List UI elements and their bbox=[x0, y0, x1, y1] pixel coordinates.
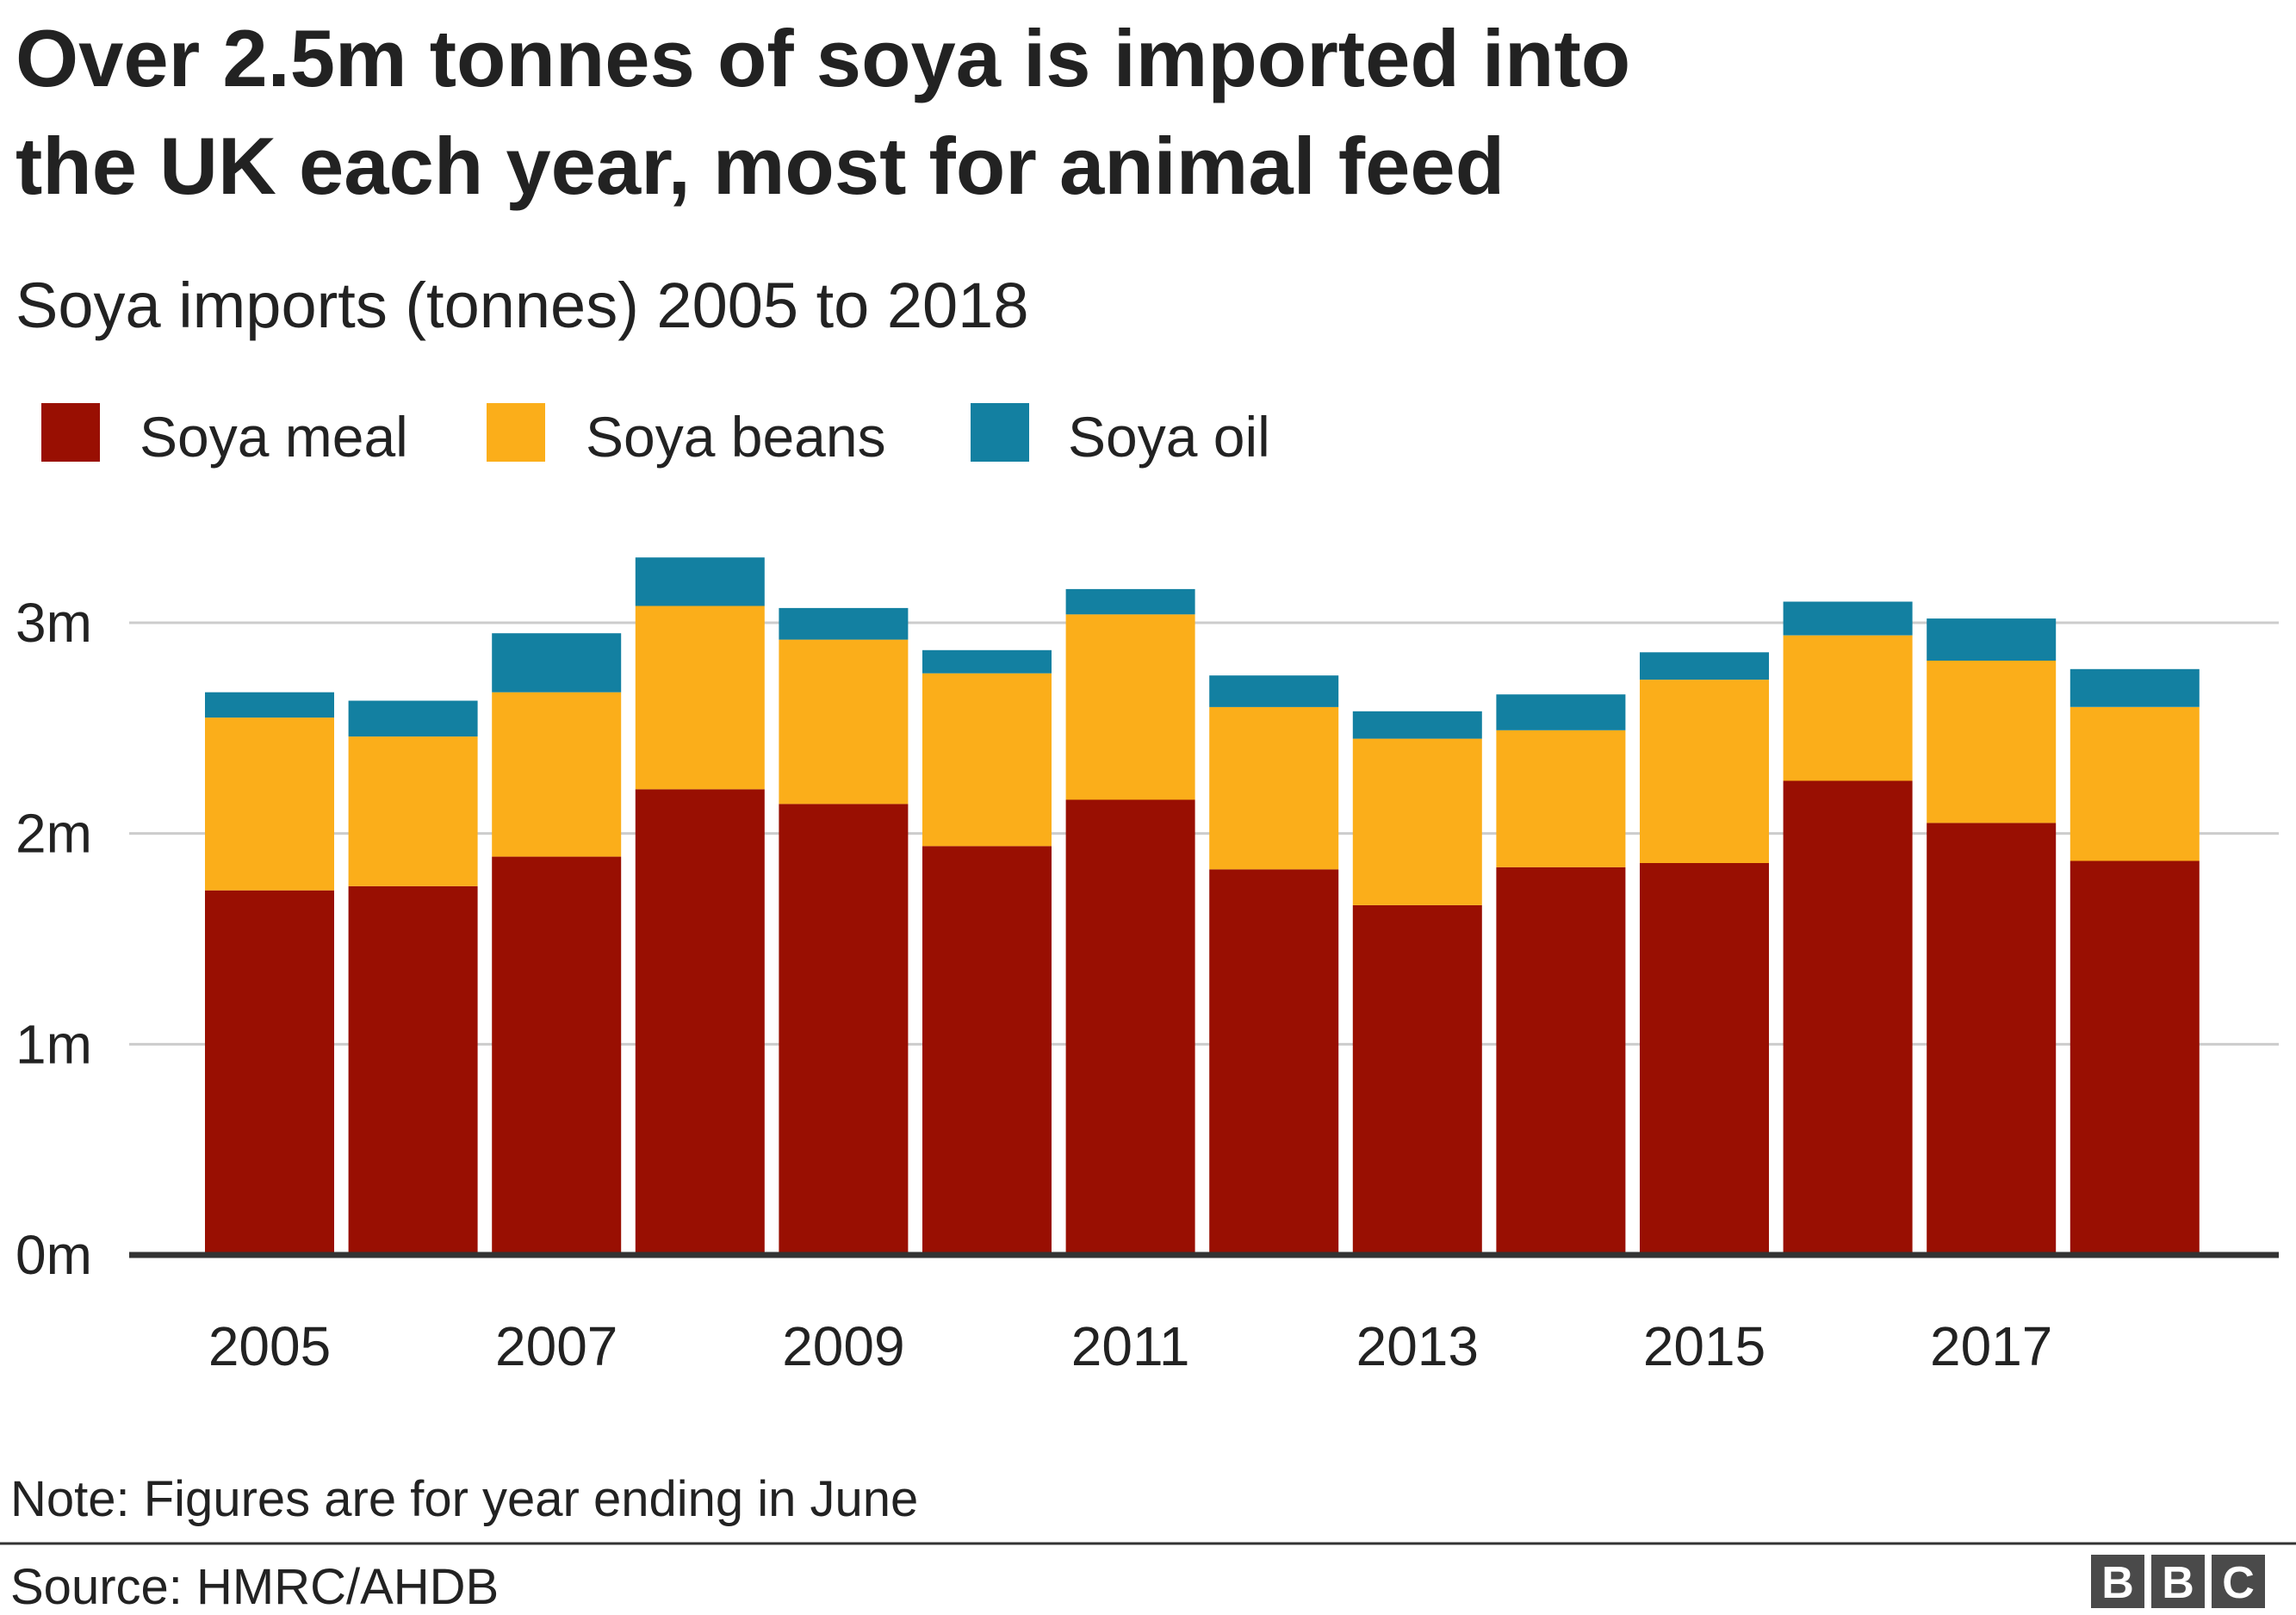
bar-soya-meal-2013 bbox=[1352, 904, 1482, 1255]
bar-soya-beans-2017 bbox=[1927, 661, 2057, 823]
bar-soya-meal-2007 bbox=[492, 856, 622, 1255]
bar-soya-beans-2018 bbox=[2070, 706, 2200, 861]
y-tick-label-3m: 3m bbox=[16, 592, 92, 654]
bar-soya-oil-2008 bbox=[635, 557, 765, 606]
bar-soya-beans-2005 bbox=[205, 717, 334, 891]
bar-soya-meal-2008 bbox=[635, 789, 765, 1255]
bar-soya-oil-2011 bbox=[1065, 588, 1195, 615]
bar-soya-beans-2008 bbox=[635, 606, 765, 790]
bar-soya-beans-2007 bbox=[492, 692, 622, 857]
x-tick-label-2015: 2015 bbox=[1643, 1315, 1765, 1377]
bar-soya-meal-2014 bbox=[1496, 867, 1626, 1255]
bar-soya-beans-2012 bbox=[1209, 706, 1339, 870]
bar-soya-beans-2009 bbox=[779, 639, 909, 804]
bar-soya-oil-2016 bbox=[1783, 601, 1913, 636]
bbc-logo-letter-3: C bbox=[2222, 1558, 2255, 1608]
legend-swatch-soya-meal bbox=[41, 403, 100, 462]
legend-swatch-soya-oil bbox=[971, 403, 1029, 462]
bar-soya-oil-2015 bbox=[1640, 652, 1769, 680]
bbc-logo-letter-2: B bbox=[2162, 1558, 2194, 1608]
grid-layer bbox=[129, 621, 2279, 1046]
bar-soya-meal-2011 bbox=[1065, 799, 1195, 1255]
chart-title-line-1: Over 2.5m tonnes of soya is imported int… bbox=[16, 13, 1630, 103]
bar-soya-oil-2007 bbox=[492, 633, 622, 693]
x-tick-label-2007: 2007 bbox=[495, 1315, 617, 1377]
bar-soya-beans-2014 bbox=[1496, 730, 1626, 867]
bar-soya-meal-2016 bbox=[1783, 780, 1913, 1255]
chart-source: Source: HMRC/AHDB bbox=[10, 1559, 499, 1615]
y-tick-label-1m: 1m bbox=[16, 1013, 92, 1075]
bar-soya-oil-2017 bbox=[1927, 618, 2057, 661]
bar-soya-oil-2006 bbox=[348, 700, 478, 737]
x-tick-label-2009: 2009 bbox=[782, 1315, 904, 1377]
bar-soya-oil-2013 bbox=[1352, 711, 1482, 739]
y-tick-label-0m: 0m bbox=[16, 1224, 92, 1286]
legend-swatch-soya-beans bbox=[487, 403, 545, 462]
x-tick-label-2011: 2011 bbox=[1071, 1315, 1190, 1377]
legend: Soya meal Soya beans Soya oil bbox=[41, 403, 1270, 469]
bar-soya-beans-2016 bbox=[1783, 635, 1913, 781]
chart-note: Note: Figures are for year ending in Jun… bbox=[10, 1471, 918, 1527]
bar-soya-meal-2009 bbox=[779, 804, 909, 1255]
bbc-logo-box-3 bbox=[2212, 1555, 2265, 1608]
bar-soya-beans-2015 bbox=[1640, 680, 1769, 863]
y-ticks-layer: 0m 1m 2m 3m bbox=[16, 592, 92, 1286]
x-ticks-layer: 2005 2007 2009 2011 2013 2015 2017 bbox=[208, 1315, 2053, 1377]
legend-label-soya-beans: Soya beans bbox=[586, 405, 886, 469]
bar-soya-oil-2012 bbox=[1209, 675, 1339, 707]
x-tick-label-2013: 2013 bbox=[1356, 1315, 1479, 1377]
legend-label-soya-oil: Soya oil bbox=[1068, 405, 1270, 469]
y-tick-label-2m: 2m bbox=[16, 803, 92, 865]
bar-soya-meal-2017 bbox=[1927, 823, 2057, 1255]
bar-soya-beans-2011 bbox=[1065, 614, 1195, 800]
bar-soya-oil-2010 bbox=[922, 649, 1052, 674]
bars-layer bbox=[205, 557, 2200, 1255]
bar-soya-oil-2014 bbox=[1496, 694, 1626, 730]
bar-soya-meal-2015 bbox=[1640, 862, 1769, 1255]
chart-title-line-2: the UK each year, most for animal feed bbox=[16, 121, 1505, 211]
bar-soya-meal-2012 bbox=[1209, 869, 1339, 1255]
bar-soya-beans-2010 bbox=[922, 673, 1052, 847]
bar-soya-meal-2018 bbox=[2070, 860, 2200, 1255]
bbc-logo: B B C bbox=[2091, 1555, 2265, 1608]
bar-soya-meal-2006 bbox=[348, 885, 478, 1255]
bbc-logo-box-2 bbox=[2151, 1555, 2205, 1608]
bar-soya-oil-2005 bbox=[205, 692, 334, 718]
legend-label-soya-meal: Soya meal bbox=[140, 405, 408, 469]
bar-soya-beans-2013 bbox=[1352, 738, 1482, 905]
bar-soya-meal-2010 bbox=[922, 846, 1052, 1255]
bar-soya-oil-2018 bbox=[2070, 668, 2200, 707]
bbc-logo-letter-1: B bbox=[2101, 1558, 2134, 1608]
bar-soya-oil-2009 bbox=[779, 607, 909, 640]
bar-soya-meal-2005 bbox=[205, 890, 334, 1255]
bar-soya-beans-2006 bbox=[348, 736, 478, 886]
x-tick-label-2017: 2017 bbox=[1930, 1315, 2052, 1377]
chart-subtitle: Soya imports (tonnes) 2005 to 2018 bbox=[16, 270, 1028, 341]
bbc-logo-box-1 bbox=[2091, 1555, 2144, 1608]
x-tick-label-2005: 2005 bbox=[208, 1315, 331, 1377]
